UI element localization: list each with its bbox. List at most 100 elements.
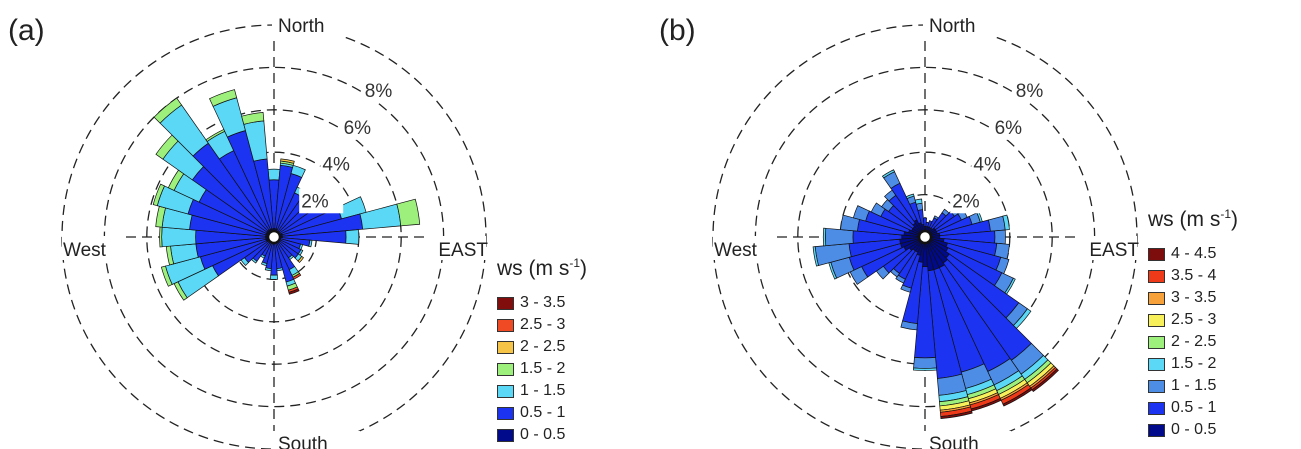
legend-item-7: 3.5 - 4	[1148, 265, 1238, 287]
legend-label: 2.5 - 3	[1171, 311, 1217, 328]
east-label-bg	[428, 236, 486, 260]
legend-rows: 4 - 4.5 3.5 - 4 3 - 3.5 2.5 - 3 2 - 2.5 1.5 -…	[1148, 243, 1238, 441]
ring-label-2pct: 2%	[301, 191, 329, 212]
center-marker	[266, 229, 282, 245]
wedge-260-bin-3	[812, 246, 819, 267]
ring-label-bg	[950, 188, 995, 214]
legend-title: ws (m s-1)	[1148, 207, 1238, 231]
wedge-290-bin-2	[852, 205, 870, 222]
legend-label: 2 - 2.5	[520, 338, 566, 355]
wedge-180-bin-3	[912, 367, 938, 371]
legend-swatch	[497, 318, 514, 332]
ring-label-6pct: 6%	[344, 118, 372, 139]
legend-swatch	[1148, 401, 1165, 415]
legend-swatch	[1148, 247, 1165, 261]
direction-label-west: West	[714, 240, 758, 261]
legend-title-text: ws (m s	[497, 257, 570, 280]
legend-title-sup: -1	[569, 256, 580, 270]
direction-label-south: South	[278, 434, 328, 449]
wedge-180-bin-2	[913, 357, 937, 369]
ring-label-bg	[299, 188, 344, 214]
legend-item-8: 4 - 4.5	[1148, 243, 1238, 265]
wedge-200-bin-2	[900, 284, 912, 293]
legend-item-1: 0.5 - 1	[1148, 397, 1238, 419]
ring-label-bg	[341, 114, 386, 140]
legend-label: 1 - 1.5	[520, 382, 566, 399]
legend-label: 2 - 2.5	[1171, 333, 1217, 350]
center-marker	[917, 229, 933, 245]
legend-label: 3 - 3.5	[1171, 289, 1217, 306]
legend-label: 0 - 0.5	[1171, 421, 1217, 438]
wind-rose-panel-b: (b) North South EAST West 2% 4% 6% 8% ws (m s-1…	[651, 0, 1301, 449]
wedge-190-bin-2	[264, 267, 272, 272]
wedge-270-bin-3	[822, 227, 827, 247]
wedge-250-bin-3	[160, 265, 173, 287]
legend-item-1: 0.5 - 1	[497, 402, 587, 424]
legend-label: 4 - 4.5	[1171, 245, 1217, 262]
wedge-160-bin-6	[288, 288, 300, 295]
direction-label-east: EAST	[1089, 240, 1139, 261]
wedge-80-bin-2	[359, 203, 402, 230]
direction-label-east: EAST	[438, 240, 488, 261]
direction-label-west: West	[63, 240, 107, 261]
legend-label: 1.5 - 2	[520, 360, 566, 377]
legend-swatch	[1148, 269, 1165, 283]
wedge-350-bin-3	[241, 112, 265, 125]
ring-label-bg	[320, 151, 365, 177]
wedge-330-bin-3	[881, 169, 896, 179]
wedge-100-bin-2	[308, 239, 313, 248]
legend: ws (m s-1) 3 - 3.5 2.5 - 3 2 - 2.5 1.5 - 2 1…	[497, 256, 587, 446]
wedge-210-bin-2	[895, 274, 906, 284]
wind-rose-a: North South EAST West 2% 4% 6% 8%	[61, 13, 488, 449]
direction-label-north: North	[278, 16, 324, 37]
ring-label-4pct: 4%	[322, 155, 350, 176]
legend-item-3: 1.5 - 2	[497, 358, 587, 380]
direction-label-south: South	[929, 434, 979, 449]
legend-title-text: ws (m s	[1148, 208, 1221, 231]
wedges	[812, 169, 1059, 420]
north-label-bg	[272, 13, 360, 37]
ring-label-bg	[971, 151, 1016, 177]
ring-label-4pct: 4%	[973, 155, 1001, 176]
wind-rose-b: North South EAST West 2% 4% 6% 8%	[712, 13, 1139, 449]
legend-item-2: 1 - 1.5	[1148, 375, 1238, 397]
legend-swatch	[1148, 379, 1165, 393]
legend-swatch	[497, 384, 514, 398]
wedge-0-bin-2	[267, 168, 281, 181]
wedge-20-bin-2	[290, 164, 306, 178]
legend-label: 1 - 1.5	[1171, 377, 1217, 394]
legend-swatch	[497, 362, 514, 376]
ring-label-bg	[992, 114, 1037, 140]
legend-swatch	[497, 406, 514, 420]
west-label-bg	[713, 236, 771, 260]
legend-item-6: 3 - 3.5	[1148, 287, 1238, 309]
direction-label-north: North	[929, 16, 975, 37]
legend-swatch	[1148, 313, 1165, 327]
legend-item-3: 1.5 - 2	[1148, 353, 1238, 375]
wedge-320-bin-3	[153, 97, 183, 124]
legend-label: 1.5 - 2	[1171, 355, 1217, 372]
legend-label: 0.5 - 1	[520, 404, 566, 421]
legend-item-2: 1 - 1.5	[497, 380, 587, 402]
wedge-150-bin-8	[1002, 387, 1033, 407]
wedge-80-bin-3	[1002, 214, 1010, 231]
wedge-300-bin-2	[870, 202, 886, 217]
legend-label: 3 - 3.5	[520, 294, 566, 311]
wedge-170-bin-8	[940, 410, 973, 420]
wedge-90-bin-2	[345, 229, 360, 245]
legend-item-6: 3 - 3.5	[497, 292, 587, 314]
wedge-340-bin-3	[905, 193, 915, 200]
ring-label-8pct: 8%	[1016, 81, 1044, 102]
panel-label: (b)	[659, 14, 696, 47]
legend-swatch	[497, 428, 514, 442]
wedge-180-bin-2	[269, 274, 279, 280]
wedge-290-bin-3	[152, 183, 165, 207]
wedge-10-bin-4	[280, 158, 295, 164]
legend-title-sup: -1	[1220, 207, 1231, 221]
wedge-130-bin-4	[297, 255, 305, 263]
south-label-bg	[272, 431, 360, 449]
ring-label-6pct: 6%	[995, 118, 1023, 139]
legend-label: 2.5 - 3	[520, 316, 566, 333]
legend-label: 0.5 - 1	[1171, 399, 1217, 416]
wedge-80-bin-2	[988, 215, 1006, 232]
